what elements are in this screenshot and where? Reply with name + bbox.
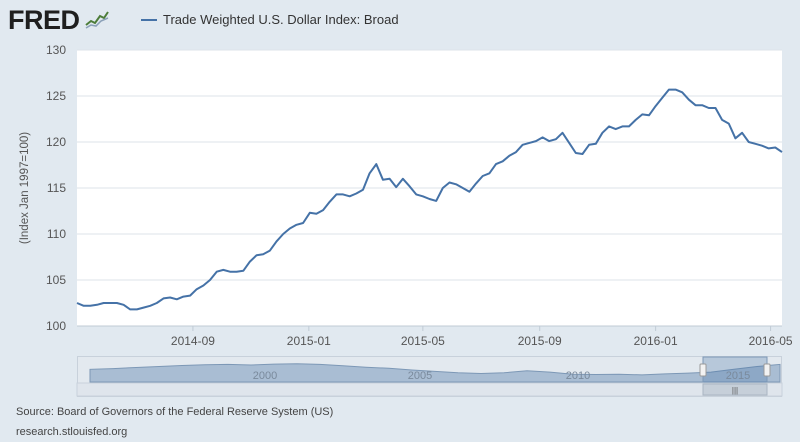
y-tick-label: 125: [46, 89, 66, 103]
legend-label: Trade Weighted U.S. Dollar Index: Broad: [163, 12, 399, 27]
y-axis-ticks: 100 105 110 115 120 125 130: [46, 43, 66, 333]
legend-swatch: [141, 18, 157, 21]
fred-logo[interactable]: FRED: [8, 6, 109, 34]
x-tick-label: 2016-05: [749, 334, 793, 348]
y-tick-label: 105: [46, 273, 66, 287]
range-navigator[interactable]: [77, 356, 782, 397]
y-tick-label: 115: [47, 181, 66, 195]
y-axis-label: (Index Jan 1997=100): [19, 132, 31, 244]
x-axis-ticks: 2014-09 2015-01 2015-05 2015-09 2016-01 2016-…: [171, 326, 793, 348]
x-tick-label: 2015-05: [401, 334, 445, 348]
x-tick-label: 2015-01: [287, 334, 331, 348]
source-note: Source: Board of Governors of the Federa…: [16, 406, 334, 418]
x-tick-label: 2015-09: [518, 334, 562, 348]
source-link[interactable]: research.stlouisfed.org: [16, 426, 128, 438]
x-tick-label: 2016-01: [634, 334, 678, 348]
trend-graph-icon: [84, 10, 109, 30]
x-tick-label: 2014-09: [171, 334, 215, 348]
y-tick-label: 130: [46, 43, 66, 57]
series-line: [76, 88, 783, 311]
y-tick-label: 120: [46, 135, 66, 149]
y-tick-label: 100: [46, 319, 66, 333]
fred-logo-text: FRED: [8, 5, 80, 35]
grid-lines: [77, 49, 782, 327]
y-tick-label: 110: [47, 227, 66, 241]
chart-legend[interactable]: Trade Weighted U.S. Dollar Index: Broad: [141, 12, 399, 27]
